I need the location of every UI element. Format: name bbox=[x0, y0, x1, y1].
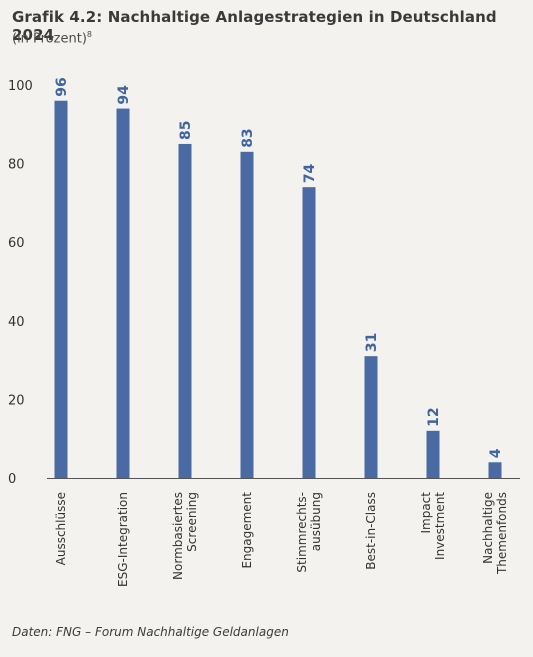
y-tick-label: 60 bbox=[8, 236, 25, 251]
bar bbox=[426, 430, 440, 478]
data-label: 83 bbox=[240, 128, 256, 147]
x-tick-label: Impact bbox=[419, 492, 433, 534]
bar bbox=[364, 356, 378, 478]
subtitle-text: (in Prozent) bbox=[12, 31, 87, 47]
x-tick-label: Investment bbox=[433, 492, 447, 560]
y-tick-label: 40 bbox=[8, 315, 25, 330]
x-tick-label: Normbasiertes bbox=[171, 492, 185, 580]
x-tick-label: ESG-Integration bbox=[116, 492, 130, 587]
bar bbox=[240, 151, 254, 478]
y-tick-label: 80 bbox=[8, 158, 25, 173]
chart-title: Grafik 4.2: Nachhaltige Anlagestrategien… bbox=[12, 8, 497, 44]
y-tick-label: 20 bbox=[8, 393, 25, 408]
chart-subtitle: (in Prozent)8 bbox=[12, 30, 92, 46]
x-tick-label: Screening bbox=[185, 492, 199, 552]
x-tick-label: Nachhaltige bbox=[481, 492, 495, 564]
x-tick-label: Themenfonds bbox=[495, 492, 509, 575]
source-note: Daten: FNG – Forum Nachhaltige Geldanlag… bbox=[12, 625, 289, 639]
data-label: 96 bbox=[54, 77, 70, 96]
data-label: 94 bbox=[116, 85, 132, 105]
data-label: 74 bbox=[302, 163, 318, 183]
y-tick-label: 0 bbox=[8, 472, 16, 487]
data-label: 85 bbox=[178, 120, 194, 139]
bar bbox=[116, 108, 130, 478]
x-tick-label: Best-in-Class bbox=[364, 492, 378, 570]
y-tick-label: 100 bbox=[8, 79, 33, 94]
bar-chart: 0 20 40 60 80 100 96 Ausschlüsse 94 ESG-Integrati… bbox=[8, 77, 520, 587]
bar bbox=[302, 187, 316, 478]
bar bbox=[178, 143, 192, 478]
x-tick-label: Stimmrechts- bbox=[295, 492, 309, 573]
bar bbox=[54, 100, 68, 478]
footnote-mark: 8 bbox=[86, 30, 93, 39]
x-tick-label: Engagement bbox=[240, 492, 254, 569]
data-label: 31 bbox=[364, 333, 380, 352]
x-tick-label: ausübung bbox=[309, 492, 323, 551]
x-tick-label: Ausschlüsse bbox=[54, 492, 68, 565]
bar bbox=[488, 462, 502, 478]
data-label: 4 bbox=[488, 448, 504, 458]
data-label: 12 bbox=[426, 407, 442, 426]
